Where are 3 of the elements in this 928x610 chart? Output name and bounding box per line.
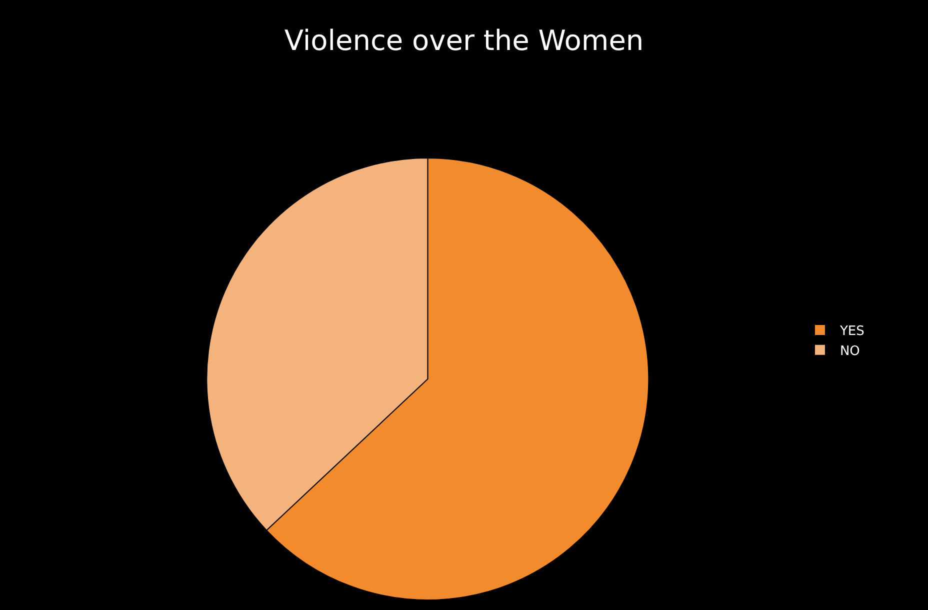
legend-label: YES <box>838 324 864 340</box>
legend-label: NO <box>840 344 860 359</box>
chart-title: Violence over the Women <box>284 24 644 58</box>
